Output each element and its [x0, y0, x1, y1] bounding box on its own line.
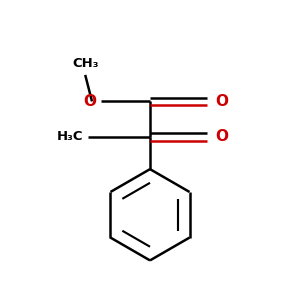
Text: H₃C: H₃C: [57, 130, 84, 143]
Text: O: O: [83, 94, 96, 109]
Text: O: O: [215, 94, 228, 109]
Text: CH₃: CH₃: [72, 57, 98, 70]
Text: O: O: [215, 129, 228, 144]
